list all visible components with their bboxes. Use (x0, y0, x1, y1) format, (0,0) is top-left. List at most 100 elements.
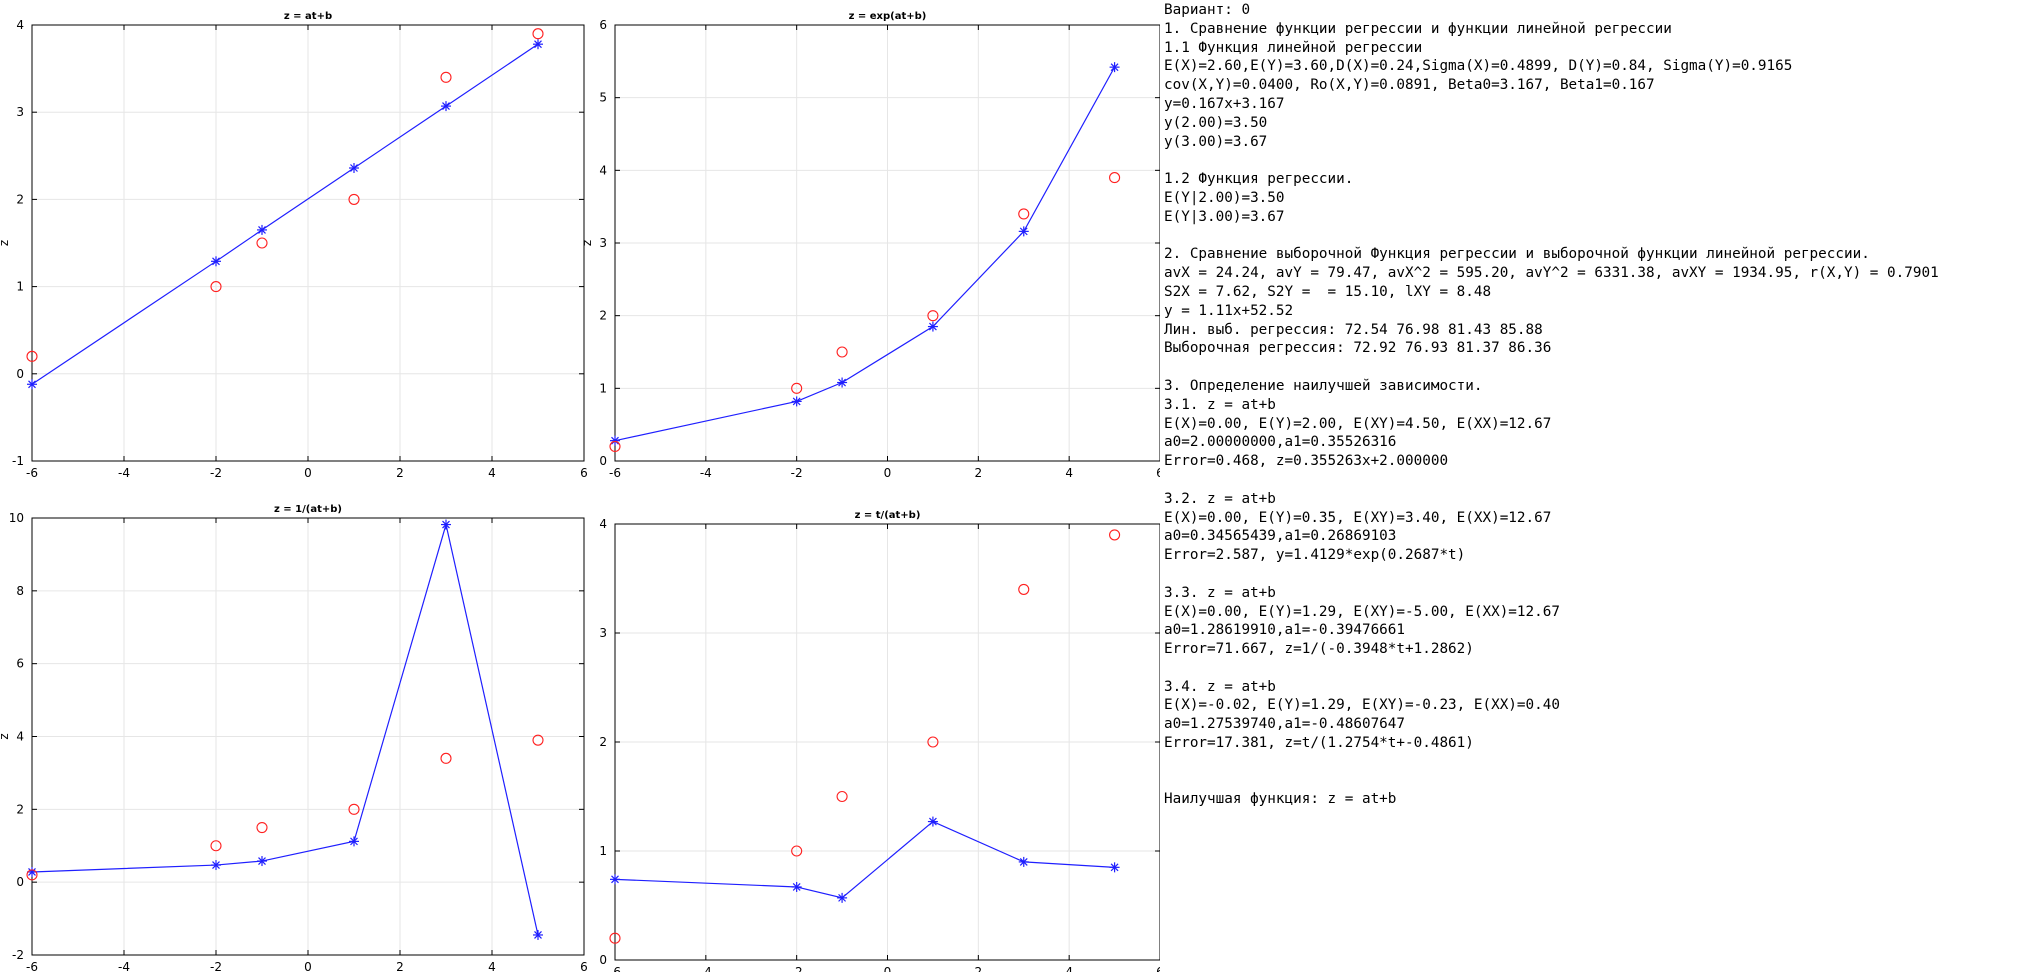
star-stroke (534, 40, 542, 49)
y-tick-label: 0 (16, 875, 24, 889)
report-line: E(Y|3.00)=3.67 (1164, 208, 1285, 225)
report-line: a0=1.27539740,a1=-0.48607647 (1164, 716, 1406, 733)
data-point-circle (791, 382, 803, 394)
star-stroke (1019, 227, 1028, 236)
y-tick-label: 8 (16, 584, 24, 598)
x-tick-label: -2 (791, 965, 803, 972)
star-stroke (258, 225, 266, 234)
star-stroke (611, 436, 619, 445)
star-stroke (534, 931, 542, 939)
report-line: cov(X,Y)=0.0400, Ro(X,Y)=0.0891, Beta0=3… (1164, 77, 1655, 94)
report-line: Наилучшая функция: z = at+b (1164, 791, 1397, 808)
report-line: E(X)=-0.02, E(Y)=1.29, E(XY)=-0.23, E(XX… (1164, 697, 1560, 714)
y-tick-label: 1 (599, 844, 607, 858)
x-tick-label: 0 (304, 466, 312, 480)
x-tick-label: -4 (118, 960, 130, 972)
report-line: 3. Определение наилучшей зависимости. (1164, 377, 1483, 394)
data-point-circle (836, 790, 848, 803)
report-line: Error=71.667, z=1/(-0.3948*t+1.2862) (1164, 641, 1474, 658)
report-line: a0=0.34565439,a1=0.26869103 (1164, 528, 1397, 545)
report-line: y = 1.11x+52.52 (1164, 302, 1294, 319)
x-tick-label: 4 (1065, 965, 1073, 972)
report-line: avX = 24.24, avY = 79.47, avX^2 = 595.20… (1164, 265, 1939, 282)
report-line: 3.4. z = at+b (1164, 678, 1276, 695)
star-stroke (442, 520, 450, 529)
report-line: a0=2.00000000,a1=0.35526316 (1164, 434, 1397, 451)
x-tick-label: 6 (1156, 965, 1160, 972)
data-point-star (441, 519, 451, 530)
report-line: E(X)=0.00, E(Y)=0.35, E(XY)=3.40, E(XX)=… (1164, 509, 1552, 526)
report-line (1164, 471, 2040, 490)
data-point-star (837, 892, 848, 903)
x-tick-label: -4 (700, 965, 712, 972)
x-tick-label: 0 (884, 965, 892, 972)
star-stroke (928, 817, 937, 826)
report-line: y(3.00)=3.67 (1164, 133, 1268, 150)
star-stroke (350, 837, 358, 846)
data-point-star (1109, 862, 1120, 873)
star-stroke (212, 257, 220, 266)
report-line: Error=2.587, y=1.4129*exp(0.2687*t) (1164, 547, 1466, 564)
data-point-circle (26, 350, 38, 362)
star-stroke (792, 397, 801, 406)
data-point-star (257, 856, 267, 867)
report-text: Вариант: 0 1. Сравнение функции регрессии… (1164, 1, 2040, 969)
data-point-star (441, 101, 451, 112)
report-line (1164, 358, 2040, 377)
data-point-circle (836, 346, 848, 358)
x-tick-label: 0 (884, 466, 892, 480)
data-point-circle (532, 28, 544, 40)
y-tick-label: 3 (16, 105, 24, 119)
series-line (614, 66, 1116, 442)
y-tick-label: 5 (599, 91, 607, 105)
data-point-star (211, 256, 221, 267)
star-stroke (258, 857, 266, 865)
star-stroke (1019, 857, 1028, 866)
report-line: 1.2 Функция регрессии. (1164, 171, 1354, 188)
x-tick-label: -2 (210, 466, 222, 480)
report-line: Вариант: 0 (1164, 2, 1251, 18)
star-stroke (611, 875, 619, 884)
data-point-circle (609, 932, 621, 944)
star-stroke (1110, 63, 1119, 72)
y-tick-label: 2 (16, 192, 24, 206)
data-point-circle (210, 281, 222, 293)
data-point-star (349, 836, 359, 847)
report-line: Выборочная регрессия: 72.92 76.93 81.37 … (1164, 340, 1552, 357)
data-point-circle (1018, 208, 1030, 220)
data-point-circle (532, 734, 544, 746)
y-tick-label: 2 (16, 802, 24, 816)
star-stroke (1110, 863, 1119, 872)
data-point-star (791, 396, 802, 407)
report-line (1164, 227, 2040, 246)
data-point-star (610, 874, 620, 885)
y-tick-label: 6 (16, 657, 24, 671)
x-tick-label: 2 (975, 965, 983, 972)
report-line (1164, 659, 2040, 678)
series-line (614, 820, 1115, 899)
x-tick-label: -6 (609, 965, 621, 972)
report-line (1164, 151, 2040, 170)
data-point-circle (348, 193, 360, 205)
data-point-circle (440, 71, 452, 83)
report-line: E(X)=0.00, E(Y)=1.29, E(XY)=-5.00, E(XX)… (1164, 603, 1560, 620)
data-point-circle (609, 440, 621, 453)
report-line (1164, 772, 2040, 791)
chart-title: z = t/(at+b) (855, 510, 921, 521)
data-point-star (837, 377, 848, 388)
y-tick-label: 3 (599, 236, 607, 250)
report-line: Лин. выб. регрессия: 72.54 76.98 81.43 8… (1164, 321, 1543, 338)
data-point-star (211, 860, 221, 871)
data-point-circle (210, 840, 222, 852)
star-stroke (28, 380, 36, 389)
x-tick-label: -2 (210, 960, 222, 972)
data-point-star (791, 881, 802, 892)
data-point-circle (791, 845, 803, 857)
report-line: E(Y|2.00)=3.50 (1164, 189, 1285, 206)
y-tick-label: 0 (599, 454, 607, 468)
y-tick-label: -2 (12, 948, 24, 962)
report-line: Error=0.468, z=0.355263x+2.000000 (1164, 453, 1449, 470)
x-tick-label: 2 (396, 960, 404, 972)
y-axis-label: z (0, 240, 11, 246)
